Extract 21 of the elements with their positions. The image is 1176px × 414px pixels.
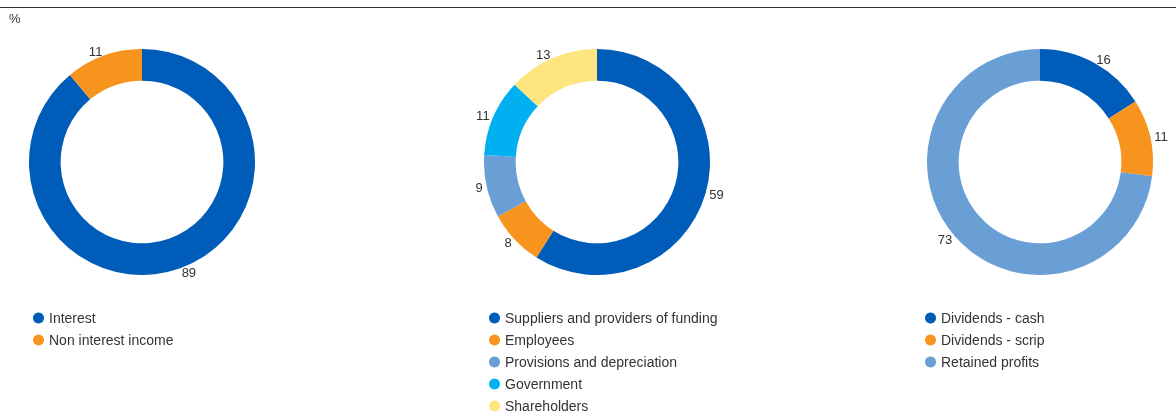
data-label: 11: [476, 108, 490, 124]
legend-label: Provisions and depreciation: [505, 354, 677, 370]
legend-label: Government: [505, 376, 583, 392]
data-label: 13: [536, 47, 551, 63]
legend-label: Interest: [49, 310, 96, 326]
data-label: 16: [1096, 51, 1111, 67]
data-label: 59: [709, 187, 724, 203]
data-label: 73: [937, 231, 953, 247]
legend-label: Dividends - cash: [941, 310, 1045, 326]
data-label: 11: [88, 44, 103, 60]
data-label: 9: [475, 180, 483, 196]
legend-label: Dividends - scrip: [941, 332, 1045, 348]
legend-label: Employees: [505, 332, 575, 348]
legend-label: Non interest income: [49, 332, 174, 348]
legend-label: Shareholders: [505, 398, 589, 414]
text: %: [9, 11, 21, 26]
legend-label: Retained profits: [941, 354, 1040, 370]
data-label: 8: [504, 234, 512, 250]
legend-label: Suppliers and providers of funding: [505, 310, 718, 326]
data-label: 89: [181, 264, 197, 280]
data-label: 11: [1154, 128, 1168, 144]
